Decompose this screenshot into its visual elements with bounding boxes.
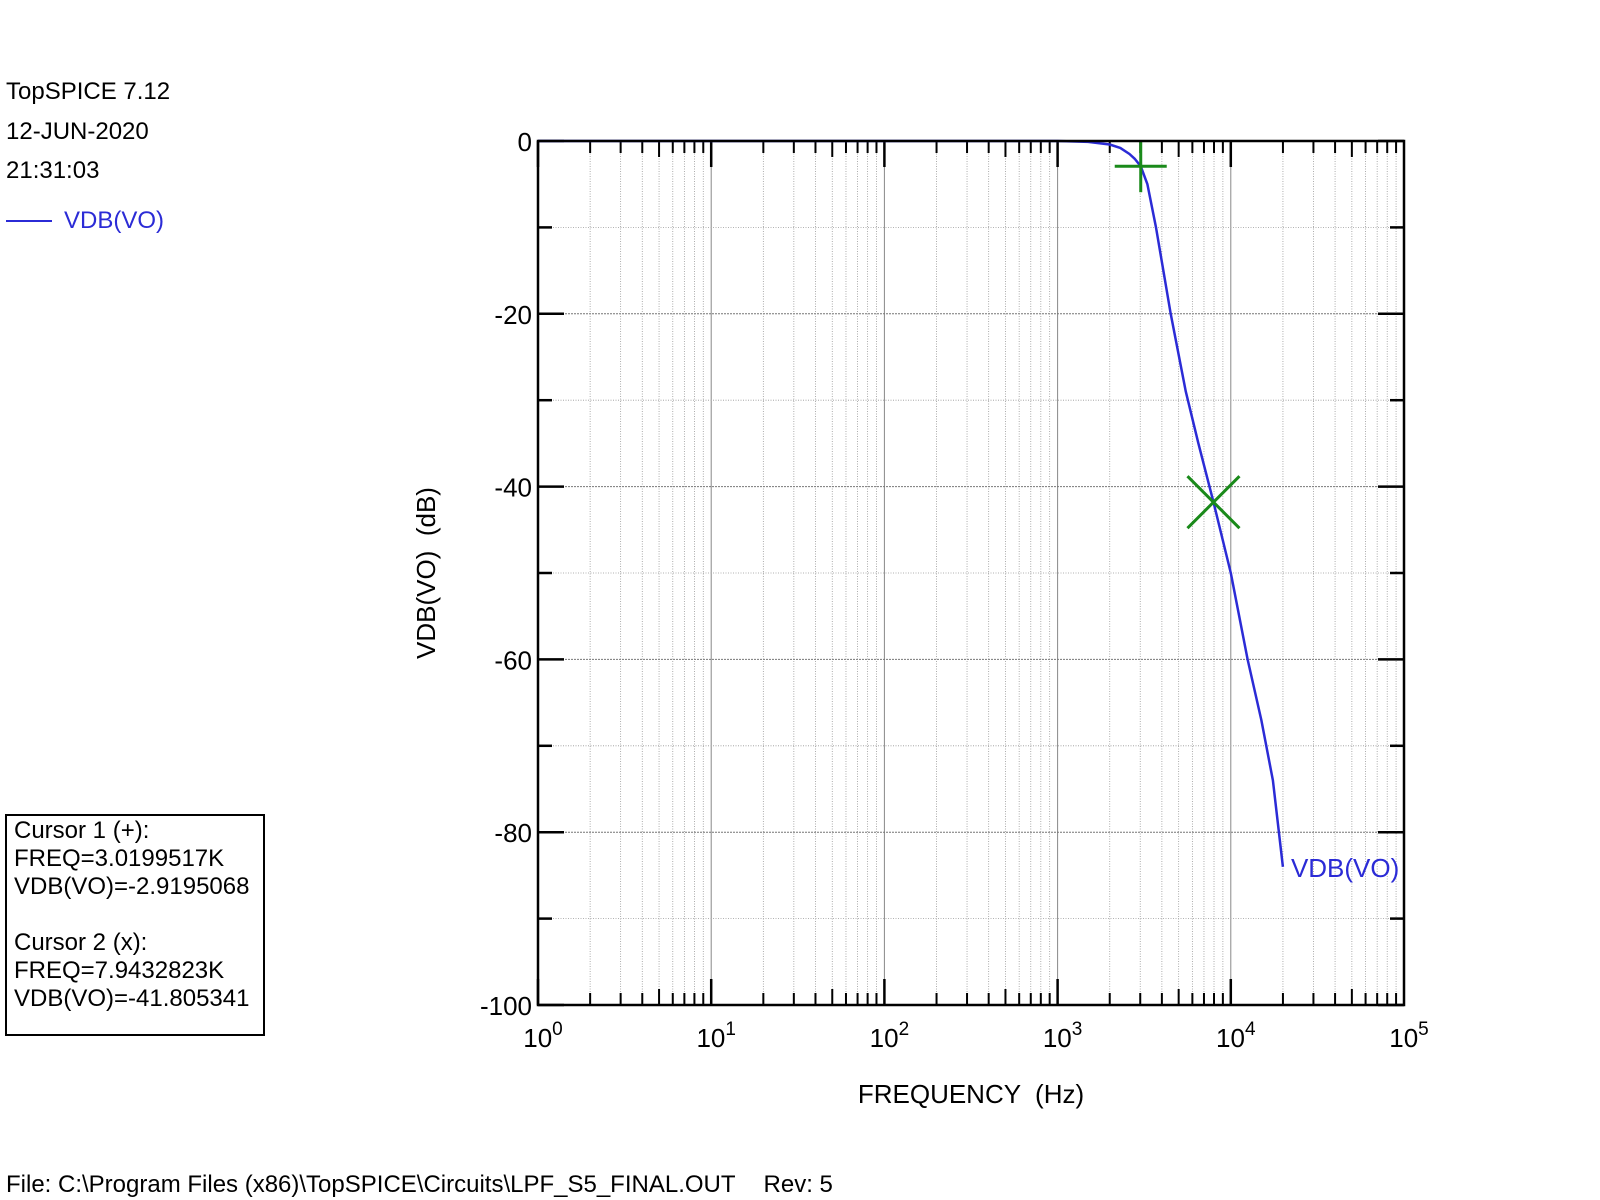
x-axis-title: FREQUENCY (Hz) <box>858 1079 1084 1109</box>
y-tick-label: -40 <box>494 473 532 503</box>
app-title: TopSPICE 7.12 <box>6 78 171 105</box>
cursor-markers <box>1114 140 1241 530</box>
cursor1-freq: FREQ=3.0199517K <box>14 845 225 872</box>
x-tick-label: 104 <box>1216 1019 1256 1053</box>
x-tick-label: 101 <box>696 1019 736 1053</box>
y-tick-label: -20 <box>494 300 532 330</box>
y-axis-title: VDB(VO) (dB) <box>411 487 441 659</box>
file-path: File: C:\Program Files (x86)\TopSPICE\Ci… <box>6 1171 736 1198</box>
y-tick-label: 0 <box>518 127 532 157</box>
cursor1-title: Cursor 1 (+): <box>14 817 150 844</box>
cursor2-title: Cursor 2 (x): <box>14 929 148 956</box>
file-status-footer: File: C:\Program Files (x86)\TopSPICE\Ci… <box>6 1172 833 1198</box>
x-tick-label: 103 <box>1043 1019 1083 1053</box>
run-date: 12-JUN-2020 <box>6 118 149 145</box>
y-tick-label: -100 <box>480 991 532 1021</box>
axis-ticks <box>536 139 1404 1007</box>
y-tick-label: -80 <box>494 818 532 848</box>
x-tick-label: 100 <box>523 1019 563 1053</box>
run-time: 21:31:03 <box>6 157 100 184</box>
revision: Rev: 5 <box>763 1171 833 1198</box>
cursor2-freq: FREQ=7.9432823K <box>14 957 225 984</box>
x-tick-label: 102 <box>870 1019 910 1053</box>
cursor2-x-b <box>1186 475 1241 530</box>
series-layer <box>538 139 1285 867</box>
y-tick-label: -60 <box>494 645 532 675</box>
grid-lines <box>538 141 1404 1005</box>
legend-label: VDB(VO) <box>64 207 165 234</box>
series-line-vdb-vo <box>538 139 1285 867</box>
series-end-label: VDB(VO) <box>1291 853 1399 883</box>
plot-frame <box>536 139 1406 1007</box>
cursor2-value: VDB(VO)=-41.805341 <box>14 985 250 1012</box>
legend-line-swatch <box>6 220 52 222</box>
cursor-readout-box: Cursor 1 (+): FREQ=3.0199517K VDB(VO)=-2… <box>5 814 265 1036</box>
x-tick-label: 105 <box>1389 1019 1429 1053</box>
legend[interactable]: VDB(VO) <box>6 206 164 236</box>
cursor1-value: VDB(VO)=-2.9195068 <box>14 873 250 900</box>
